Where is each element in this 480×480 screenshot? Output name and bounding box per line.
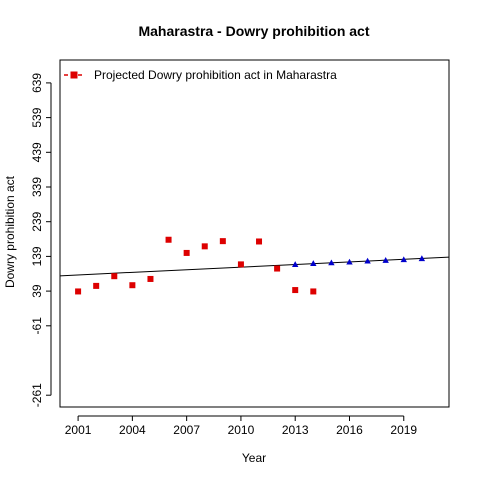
y-tick-label: 39 xyxy=(30,284,44,298)
data-point-triangle xyxy=(346,258,353,265)
data-point-square xyxy=(111,273,118,280)
data-point-triangle xyxy=(400,256,407,263)
legend: Projected Dowry prohibition act in Mahar… xyxy=(64,68,337,82)
plot-area xyxy=(59,236,450,295)
data-point-square xyxy=(292,287,299,294)
y-tick-label: 439 xyxy=(30,142,44,162)
data-point-triangle xyxy=(310,260,317,266)
data-point-triangle xyxy=(328,259,335,266)
data-point-square xyxy=(219,238,226,245)
chart-title: Maharastra - Dowry prohibition act xyxy=(138,23,369,39)
data-point-square xyxy=(165,236,172,243)
x-tick-label: 2019 xyxy=(390,423,417,437)
x-tick-label: 2010 xyxy=(228,423,255,437)
data-point-square xyxy=(274,265,281,272)
x-axis-label: Year xyxy=(242,451,266,465)
x-tick-label: 2007 xyxy=(173,423,200,437)
data-point-square xyxy=(147,275,154,282)
y-tick-label: 539 xyxy=(30,107,44,127)
data-point-square xyxy=(93,282,100,289)
x-tick-label: 2013 xyxy=(282,423,309,437)
data-point-triangle xyxy=(364,257,371,264)
y-tick-label: 339 xyxy=(30,177,44,197)
y-tick-label: -261 xyxy=(30,383,44,407)
data-point-square xyxy=(75,288,82,295)
y-tick-label: 239 xyxy=(30,211,44,231)
data-point-triangle xyxy=(292,261,299,267)
data-point-square xyxy=(183,249,190,256)
y-tick-label: 139 xyxy=(30,246,44,266)
trend-line xyxy=(59,256,450,277)
x-axis: 2001 2004 2007 2010 2013 2016 2019 xyxy=(65,415,417,437)
y-tick-label: 639 xyxy=(30,73,44,93)
plot-frame xyxy=(59,59,450,408)
legend-entry-label: Projected Dowry prohibition act in Mahar… xyxy=(94,68,337,82)
legend-square-marker xyxy=(70,71,78,79)
data-point-square xyxy=(237,261,244,268)
x-tick-label: 2004 xyxy=(119,423,146,437)
data-point-triangle xyxy=(418,255,426,262)
y-tick-label: -61 xyxy=(30,317,44,335)
data-point-square xyxy=(201,243,208,250)
data-point-square xyxy=(310,288,317,295)
y-axis-label: Dowry prohibition act xyxy=(3,175,17,288)
data-point-triangle xyxy=(382,257,389,263)
data-point-square xyxy=(256,238,263,245)
data-point-square xyxy=(129,282,136,289)
x-tick-label: 2016 xyxy=(336,423,363,437)
y-axis: -261 -61 39 139 239 339 439 539 639 xyxy=(30,73,52,407)
x-tick-label: 2001 xyxy=(65,423,92,437)
